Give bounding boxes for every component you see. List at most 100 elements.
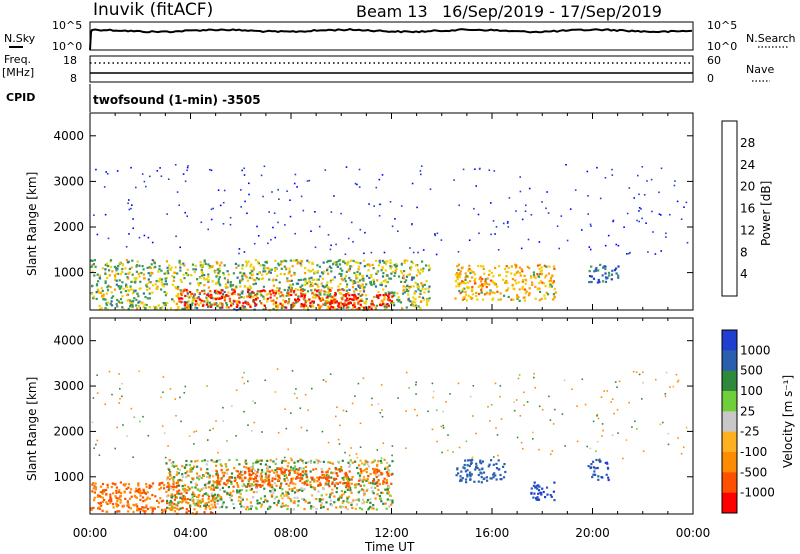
heatmap-cell <box>493 456 495 458</box>
heatmap-cell <box>277 467 280 470</box>
heatmap-cell <box>193 508 196 511</box>
heatmap-cell <box>296 460 299 463</box>
heatmap-cell <box>347 481 350 484</box>
heatmap-cell <box>293 496 296 499</box>
heatmap-cell <box>297 468 300 471</box>
heatmap-cell <box>191 512 194 515</box>
heatmap-cell <box>235 285 238 288</box>
power-cbar-label: Power [dB] <box>759 181 773 246</box>
heatmap-cell <box>182 307 185 311</box>
heatmap-cell <box>92 482 95 485</box>
heatmap-cell <box>230 494 233 497</box>
heatmap-cell <box>242 483 245 486</box>
heatmap-cell <box>184 484 187 487</box>
heatmap-cell <box>665 371 668 374</box>
heatmap-cell <box>488 463 491 466</box>
heatmap-cell <box>352 306 355 310</box>
heatmap-cell <box>279 486 282 489</box>
heatmap-cell <box>545 486 549 489</box>
heatmap-cell <box>135 304 138 307</box>
heatmap-cell <box>283 494 286 497</box>
heatmap-cell <box>236 474 240 477</box>
heatmap-cell <box>244 274 247 277</box>
heatmap-cell <box>164 280 167 283</box>
heatmap-cell <box>158 482 161 485</box>
heatmap-cell <box>346 497 349 500</box>
heatmap-cell <box>203 289 206 292</box>
heatmap-cell <box>229 283 232 286</box>
heatmap-cell <box>471 288 474 291</box>
heatmap-cell <box>174 164 177 166</box>
heatmap-cell <box>518 374 521 376</box>
heatmap-cell <box>423 283 426 286</box>
heatmap-cell <box>171 501 174 504</box>
heatmap-cell <box>385 507 388 510</box>
heatmap-cell <box>161 425 164 427</box>
heatmap-cell <box>286 505 289 508</box>
freq-label: Freq. <box>4 53 31 66</box>
heatmap-cell <box>342 306 345 309</box>
heatmap-cell <box>112 295 115 298</box>
heatmap-cell <box>233 290 236 293</box>
heatmap-cell <box>193 431 195 433</box>
heatmap-cell <box>467 269 470 272</box>
heatmap-cell <box>463 463 466 467</box>
heatmap-cell <box>499 473 502 477</box>
heatmap-cell <box>492 473 495 476</box>
heatmap-cell <box>305 473 308 476</box>
heatmap-cell <box>247 291 250 294</box>
heatmap-cell <box>195 472 199 475</box>
heatmap-cell <box>126 499 129 503</box>
heatmap-cell <box>272 460 275 463</box>
heatmap-cell <box>324 302 327 305</box>
heatmap-cell <box>420 268 423 271</box>
heatmap-cell <box>293 392 296 395</box>
heatmap-cell <box>414 298 417 301</box>
heatmap-cell <box>590 280 593 284</box>
heatmap-cell <box>98 291 101 294</box>
heatmap-cell <box>368 481 371 484</box>
heatmap-cell <box>136 307 139 310</box>
heatmap-cell <box>101 500 105 503</box>
heatmap-cell <box>381 409 383 411</box>
heatmap-cell <box>311 300 314 303</box>
heatmap-cell <box>377 264 380 267</box>
heatmap-cell <box>226 468 230 471</box>
heatmap-cell <box>311 387 313 390</box>
heatmap-cell <box>153 507 156 510</box>
heatmap-cell <box>118 402 120 404</box>
heatmap-cell <box>386 488 389 491</box>
heatmap-cell <box>207 228 209 231</box>
heatmap-cell <box>331 481 334 484</box>
heatmap-cell <box>273 497 277 500</box>
heatmap-cell <box>199 282 202 285</box>
heatmap-cell <box>170 493 174 496</box>
heatmap-cell <box>175 414 177 417</box>
heatmap-cell <box>492 220 495 222</box>
heatmap-cell <box>330 305 333 309</box>
y-tick-label: 1000 <box>53 470 84 484</box>
heatmap-cell <box>480 481 483 484</box>
heatmap-cell <box>407 274 410 277</box>
heatmap-cell <box>354 288 357 291</box>
heatmap-cell <box>112 506 115 509</box>
heatmap-cell <box>268 211 270 213</box>
heatmap-cell <box>299 289 302 292</box>
heatmap-cell <box>232 485 235 488</box>
heatmap-cell <box>183 498 186 501</box>
heatmap-cell <box>148 266 151 269</box>
heatmap-cell <box>405 279 408 282</box>
heatmap-cell <box>138 264 141 267</box>
heatmap-cell <box>241 292 244 295</box>
heatmap-cell <box>369 472 372 476</box>
heatmap-cell <box>253 421 256 424</box>
heatmap-cell <box>337 260 340 263</box>
heatmap-cell <box>196 499 199 502</box>
heatmap-cell <box>369 481 372 485</box>
heatmap-cell <box>104 298 107 301</box>
heatmap-cell <box>317 296 320 299</box>
heatmap-cell <box>263 165 266 168</box>
heatmap-cell <box>510 298 513 301</box>
heatmap-cell <box>329 306 332 309</box>
heatmap-cell <box>468 464 471 468</box>
